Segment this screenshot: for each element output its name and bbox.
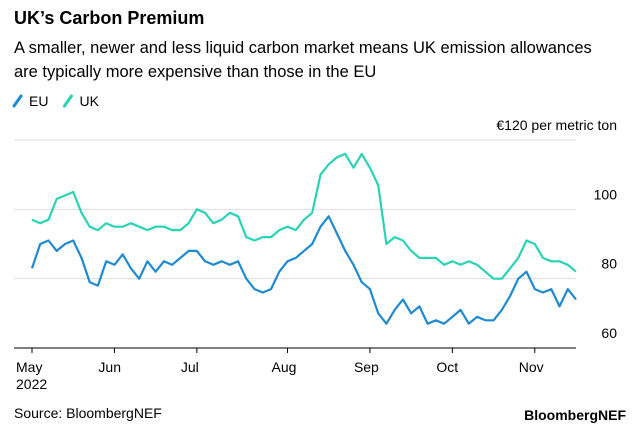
x-tick-label: Oct [436,359,458,375]
chart-subtitle: A smaller, newer and less liquid carbon … [14,39,592,81]
x-tick-label: May [16,359,42,375]
source: Source: BloombergNEF [14,405,162,421]
x-tick-label: Jun [98,359,121,375]
x-tick-label: Sep [354,359,379,375]
y-tick-label: 80 [601,256,617,272]
y-tick-label: 60 [601,325,617,341]
brand: BloombergNEF [524,407,626,423]
series-line [31,152,577,280]
x-tick-label: Nov [519,359,544,375]
legend-label: EU [29,93,48,109]
y-tick-label: €120 per metric ton [496,117,617,133]
y-tick-label: 100 [594,186,618,202]
x-year-label: 2022 [16,376,47,392]
legend-swatch [12,94,23,108]
legend-swatch [62,94,73,108]
x-tick-label: Aug [272,359,297,375]
x-tick-label: Jul [181,359,199,375]
legend-label: UK [79,93,99,109]
series-line [30,215,577,325]
chart-title: UK’s Carbon Premium [14,8,205,28]
